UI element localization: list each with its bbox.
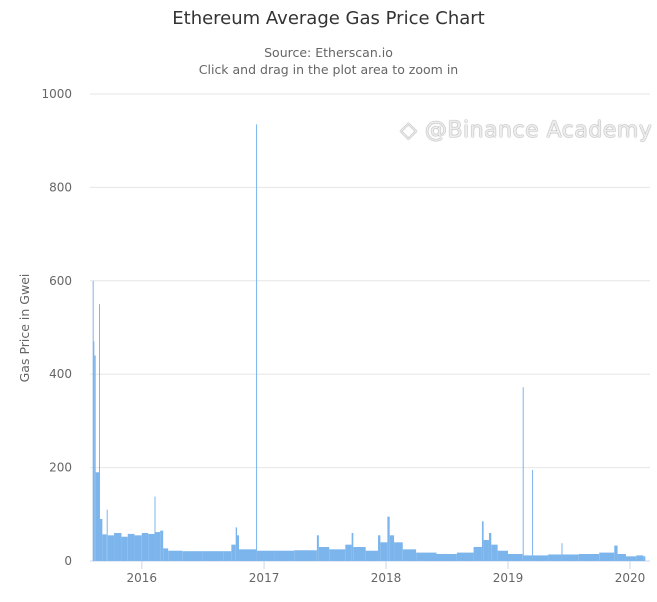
chart-subtitle: Source: Etherscan.io Click and drag in t… (0, 44, 657, 78)
watermark-text: @Binance Academy (424, 118, 653, 143)
gas-price-bar (95, 472, 100, 561)
gas-price-bar (107, 535, 115, 561)
gas-price-bar (114, 532, 122, 561)
gas-price-bar (121, 536, 128, 561)
zoom-hint-text: Click and drag in the plot area to zoom … (198, 62, 459, 77)
gas-price-bar (548, 554, 562, 561)
gas-price-bar (93, 341, 95, 561)
gas-price-bar (353, 546, 366, 561)
gas-price-bar (154, 496, 156, 561)
gas-price-bar (168, 550, 183, 561)
gas-price-bar (523, 555, 533, 561)
y-tick-label: 0 (64, 554, 72, 568)
y-tick-label: 600 (49, 274, 72, 288)
gas-price-bar (365, 550, 379, 561)
gas-price-bar (223, 551, 232, 561)
gas-price-bar (614, 545, 618, 561)
x-tick-label: 2016 (127, 571, 158, 585)
gas-price-bar (436, 553, 457, 561)
gas-price-bar (351, 532, 354, 561)
gas-price-bar (625, 556, 637, 561)
gas-price-bar (389, 535, 395, 561)
gas-price-bar (578, 553, 600, 561)
gas-price-bar (155, 532, 161, 561)
gas-price-bar (148, 533, 155, 561)
x-tick-label: 2017 (249, 571, 280, 585)
gas-price-bar (182, 551, 203, 561)
y-tick-label: 800 (49, 180, 72, 194)
gas-price-bar (231, 544, 236, 561)
gas-price-bar (387, 516, 390, 561)
gas-price-bar (561, 543, 563, 561)
watermark-logo: ◇ @Binance Academy (400, 118, 653, 143)
gas-price-bar (318, 546, 330, 561)
gas-price-bar (102, 534, 107, 561)
gas-price-bar (599, 552, 615, 561)
gas-price-bar (106, 509, 108, 561)
gas-price-bar (99, 518, 103, 561)
x-tick-label: 2020 (615, 571, 646, 585)
x-tick-label: 2019 (493, 571, 524, 585)
gas-price-bar (316, 535, 319, 561)
x-tick-label: 2018 (371, 571, 402, 585)
gas-price-bar (345, 544, 352, 561)
gas-price-bar (497, 550, 509, 561)
gas-price-bar (617, 553, 626, 561)
chart-title: Ethereum Average Gas Price Chart (172, 8, 485, 29)
gas-price-bar (380, 542, 388, 561)
gas-price-bar (532, 469, 534, 561)
gas-price-bar (237, 535, 240, 561)
gas-price-bar (202, 551, 224, 561)
gas-price-bar (402, 549, 417, 561)
gas-price-bar (127, 533, 135, 561)
gas-price-bar (456, 552, 474, 561)
gas-price-bar (416, 552, 437, 561)
gas-price-bar (256, 550, 275, 561)
gas-price-bar (488, 532, 492, 561)
gas-price-bar (329, 549, 346, 561)
gas-price-bar (473, 546, 482, 561)
y-tick-label: 400 (49, 367, 72, 381)
gas-price-bar (483, 539, 489, 561)
gas-price-bar (141, 532, 149, 561)
gas-price-bar (99, 304, 101, 561)
y-tick-label: 200 (49, 461, 72, 475)
gas-price-bar (481, 521, 484, 561)
gas-price-bar (491, 544, 498, 561)
gas-price-bar (532, 555, 549, 561)
gas-price-bar (294, 550, 317, 561)
gas-price-bar (562, 554, 579, 561)
gas-price-bar (508, 553, 523, 561)
gas-price-bar (394, 542, 403, 561)
gas-price-bar (636, 555, 644, 561)
gas-price-bar (235, 527, 238, 561)
y-axis-label: Gas Price in Gwei (17, 274, 32, 383)
gas-price-bar (92, 280, 94, 561)
gas-price-bar (643, 556, 646, 561)
gas-price-bar (94, 355, 96, 561)
gas-price-bar (134, 535, 142, 561)
source-text: Source: Etherscan.io (264, 45, 393, 60)
gas-price-bar (160, 530, 164, 561)
gas-price-bar (522, 387, 524, 561)
gas-price-bar (378, 535, 381, 561)
y-tick-label: 1000 (41, 87, 72, 101)
gas-price-bar (274, 550, 295, 561)
gas-price-bar (239, 549, 257, 561)
gas-price-bar (256, 124, 258, 561)
gas-price-bar (163, 548, 169, 561)
